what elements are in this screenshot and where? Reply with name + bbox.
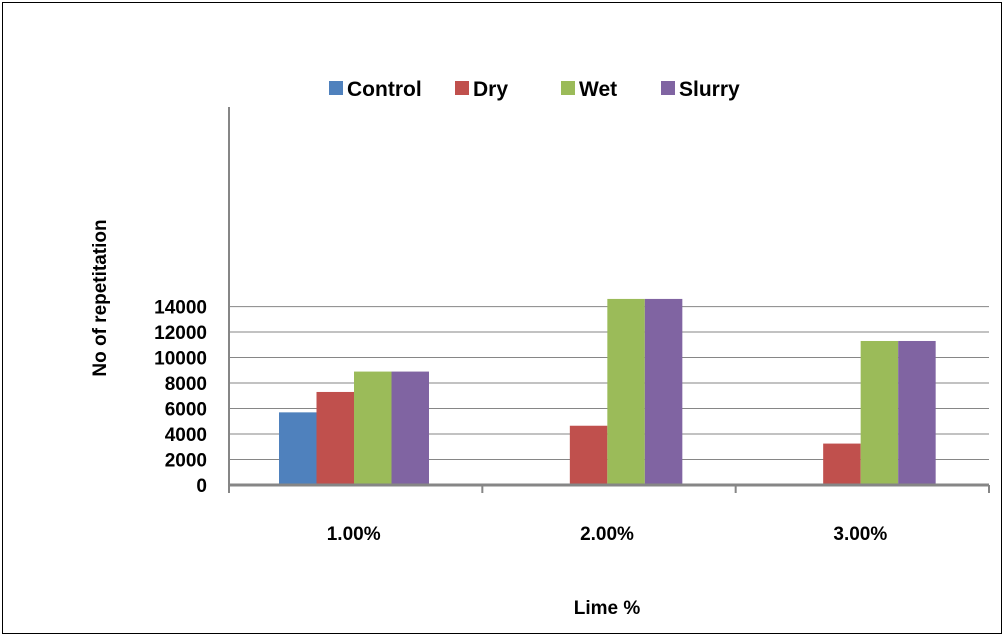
y-tick-label: 0 (196, 476, 207, 497)
y-tick-label: 2000 (165, 451, 207, 472)
legend-swatch-dry (455, 81, 469, 95)
x-tick-label: 3.00% (833, 524, 887, 545)
bar-slurry-1 (391, 371, 429, 485)
y-tick-labels: 0 2000 4000 6000 8000 10000 12000 14000 (154, 298, 207, 497)
x-axis-title: Lime % (574, 598, 641, 619)
legend-swatch-wet (561, 81, 575, 95)
legend-label-slurry: Slurry (679, 78, 740, 101)
bar-dry-2 (569, 425, 608, 485)
legend-label-dry: Dry (473, 78, 508, 101)
bar-slurry-3 (898, 340, 936, 485)
legend-label-wet: Wet (579, 78, 617, 101)
y-axis-title: No of repetitation (90, 219, 111, 376)
legend-label-control: Control (347, 78, 422, 101)
axes (228, 107, 990, 493)
bar-chart: 0 2000 4000 6000 8000 10000 12000 14000 1.00% 2.… (90, 78, 990, 619)
bar-control-1 (279, 412, 317, 485)
x-tick-labels: 1.00% 2.00% 3.00% (327, 524, 888, 545)
y-tick-label: 12000 (154, 323, 207, 344)
y-tick-label: 14000 (154, 298, 207, 319)
bar-dry-1 (316, 391, 354, 485)
bar-wet-1 (354, 371, 392, 485)
legend-swatch-slurry (661, 81, 675, 95)
y-tick-label: 4000 (165, 425, 207, 446)
legend: Control Dry Wet Slurry (329, 78, 740, 101)
bar-wet-3 (860, 340, 899, 485)
x-tick-label: 1.00% (327, 524, 381, 545)
y-tick-label: 8000 (165, 374, 207, 395)
y-tick-label: 10000 (154, 349, 207, 370)
legend-swatch-control (329, 81, 343, 95)
bar-slurry-2 (644, 298, 683, 485)
x-tick-label: 2.00% (580, 524, 634, 545)
y-tick-label: 6000 (165, 400, 207, 421)
bar-dry-3 (823, 443, 861, 485)
bar-wet-2 (607, 298, 645, 485)
bars (279, 298, 936, 485)
